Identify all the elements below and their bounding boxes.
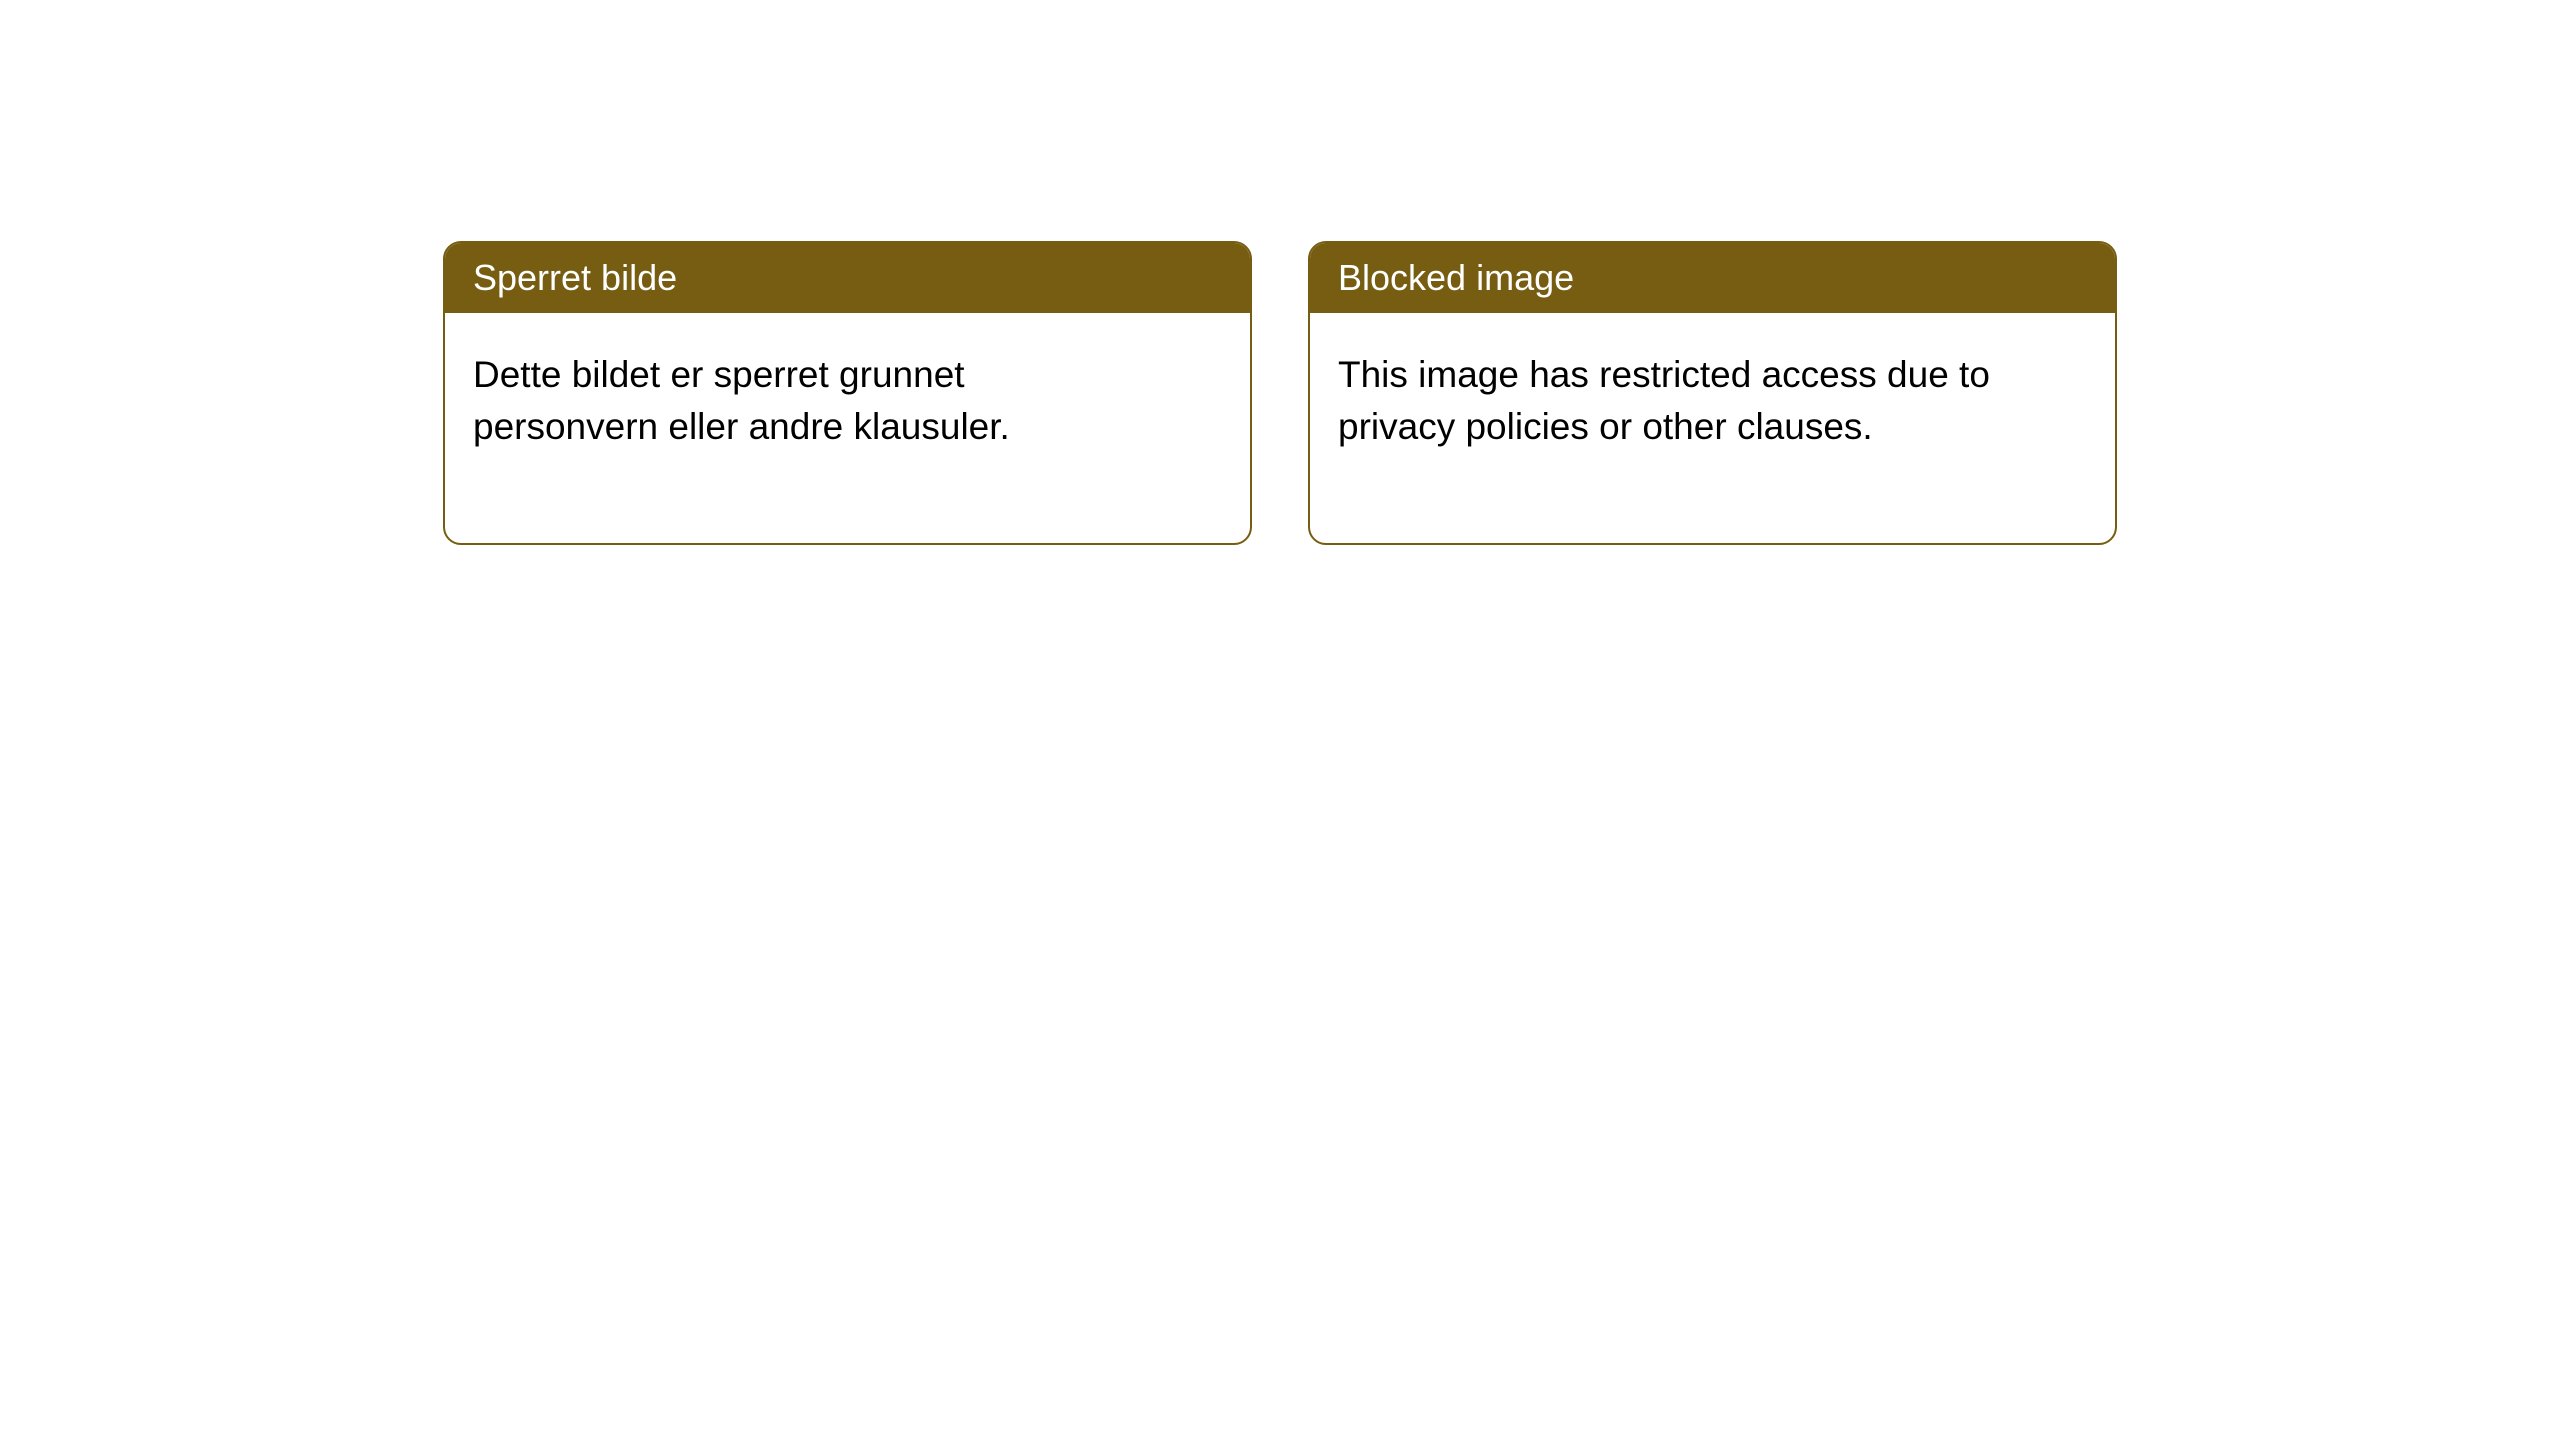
- notice-container: Sperret bilde Dette bildet er sperret gr…: [0, 0, 2560, 545]
- notice-body: Dette bildet er sperret grunnet personve…: [445, 313, 1165, 543]
- notice-card-english: Blocked image This image has restricted …: [1308, 241, 2117, 545]
- notice-card-norwegian: Sperret bilde Dette bildet er sperret gr…: [443, 241, 1252, 545]
- notice-body: This image has restricted access due to …: [1310, 313, 2030, 543]
- notice-header: Sperret bilde: [445, 243, 1250, 313]
- notice-header: Blocked image: [1310, 243, 2115, 313]
